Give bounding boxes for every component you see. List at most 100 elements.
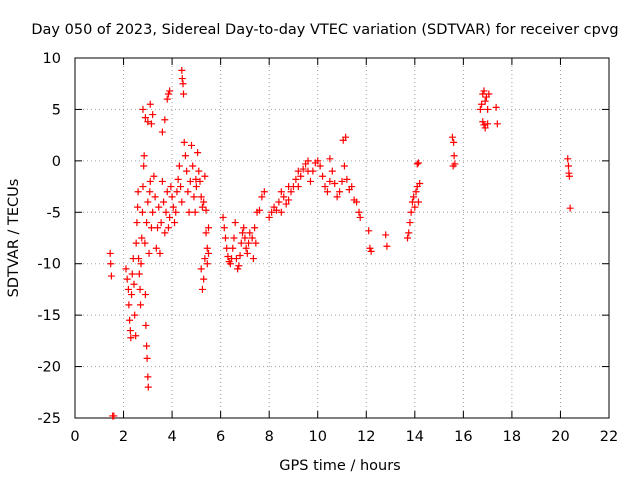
data-point	[481, 97, 489, 105]
data-point	[252, 239, 260, 247]
data-point	[484, 105, 492, 113]
data-point	[448, 133, 456, 141]
data-point	[280, 193, 288, 201]
data-point	[479, 118, 487, 126]
data-point	[180, 138, 188, 146]
data-point	[232, 255, 240, 263]
data-point	[161, 229, 169, 237]
data-point	[135, 255, 143, 263]
data-point	[316, 162, 324, 170]
data-point	[185, 208, 193, 216]
data-point	[243, 249, 251, 257]
data-point	[146, 177, 154, 185]
data-point	[260, 188, 268, 196]
data-point	[251, 224, 259, 232]
data-point	[175, 162, 183, 170]
data-point	[164, 90, 172, 98]
data-point	[205, 224, 212, 232]
data-point	[309, 167, 317, 175]
data-point	[226, 260, 234, 268]
data-point	[135, 270, 143, 278]
data-point	[245, 239, 253, 247]
data-point	[198, 203, 206, 211]
data-point	[158, 128, 166, 136]
data-point	[493, 120, 501, 128]
data-point	[219, 213, 227, 221]
data-point	[326, 177, 334, 185]
data-point	[348, 183, 356, 191]
data-point	[564, 155, 572, 163]
data-point	[134, 188, 142, 196]
chart-title: Day 050 of 2023, Sidereal Day-to-day VTE…	[31, 22, 618, 38]
data-point	[416, 179, 424, 187]
data-point	[198, 285, 206, 293]
data-point	[203, 260, 211, 268]
data-point	[484, 120, 492, 128]
data-point	[150, 172, 158, 180]
data-point	[141, 291, 149, 299]
data-point	[189, 162, 197, 170]
data-point	[127, 334, 135, 342]
data-point	[158, 177, 166, 185]
y-tick-label: -20	[37, 360, 61, 376]
data-point	[326, 155, 334, 163]
data-point	[566, 204, 574, 212]
data-point	[128, 291, 136, 299]
data-point	[171, 219, 179, 227]
data-point	[234, 265, 242, 273]
x-axis-label: GPS time / hours	[279, 458, 400, 474]
data-point	[449, 162, 457, 170]
data-point	[147, 224, 155, 232]
data-point	[191, 208, 199, 216]
data-point	[181, 152, 189, 160]
data-point	[156, 249, 164, 257]
data-point	[564, 162, 572, 170]
data-point	[197, 265, 205, 273]
x-tick-label: 2	[119, 429, 128, 445]
data-point	[146, 188, 154, 196]
data-point	[411, 203, 419, 211]
data-point	[131, 311, 139, 319]
data-point	[132, 239, 140, 247]
data-point	[138, 234, 146, 242]
data-point	[143, 354, 151, 362]
data-point	[277, 208, 285, 216]
data-point	[169, 203, 177, 211]
data-point	[202, 229, 210, 237]
data-point	[478, 100, 486, 108]
x-tick-label: 4	[167, 429, 176, 445]
data-point	[412, 188, 420, 196]
data-point	[248, 234, 256, 242]
data-point	[124, 285, 132, 293]
data-point	[200, 198, 208, 206]
data-point	[480, 121, 488, 129]
x-tick-label: 16	[454, 429, 472, 445]
data-point	[277, 188, 285, 196]
data-point	[195, 167, 203, 175]
data-point	[136, 285, 144, 293]
y-tick-label: -5	[47, 205, 61, 221]
data-point	[240, 224, 248, 232]
data-point	[125, 301, 133, 309]
data-point	[565, 172, 573, 180]
data-point	[144, 373, 152, 381]
data-point	[479, 90, 487, 98]
data-point	[126, 316, 134, 324]
data-point	[166, 213, 174, 221]
data-point	[229, 244, 237, 252]
data-point	[287, 188, 295, 196]
data-point	[328, 167, 336, 175]
y-axis-label: SDTVAR / TECUs	[6, 179, 22, 298]
data-point	[167, 183, 175, 191]
data-point	[178, 198, 186, 206]
data-point	[192, 175, 200, 183]
data-point	[177, 183, 185, 191]
data-points	[106, 66, 574, 420]
data-point	[249, 255, 257, 263]
data-point	[178, 66, 186, 74]
data-point	[323, 188, 331, 196]
y-tick-labels: -25 -20 -15 -10 -5 0 5 10	[37, 51, 61, 427]
data-point	[336, 188, 344, 196]
data-point	[407, 208, 415, 216]
